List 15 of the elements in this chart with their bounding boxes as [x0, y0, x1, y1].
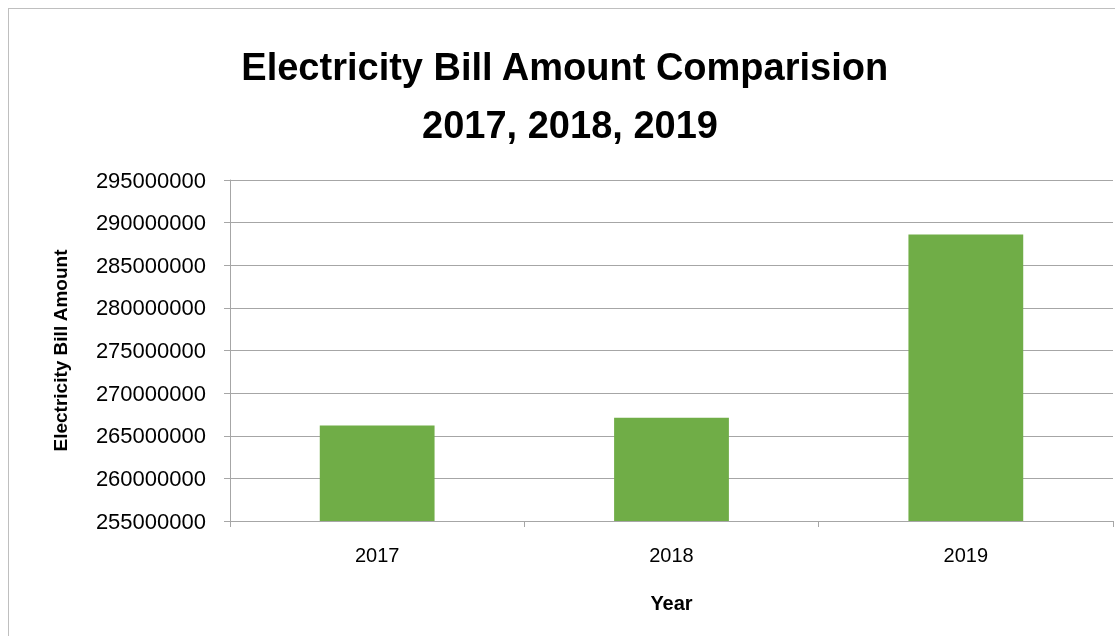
- y-axis-title: Electricity Bill Amount: [50, 248, 71, 452]
- y-tick-label: 280000000: [95, 295, 206, 321]
- chart-title: Electricity Bill Amount Comparision 2017, 2018, 2019: [241, 46, 899, 146]
- y-tick-label: 275000000: [95, 338, 206, 363]
- x-tick-label: 2017: [354, 544, 400, 566]
- y-tick-label: 290000000: [95, 210, 206, 236]
- x-tick-label: 2019: [943, 544, 989, 566]
- x-axis-title: Year: [650, 592, 693, 614]
- y-tick-label: 285000000: [95, 252, 206, 278]
- x-tick-label: 2018: [649, 544, 694, 566]
- y-tick-label: 270000000: [95, 380, 206, 406]
- y-tick-label: 255000000: [95, 508, 206, 534]
- y-tick-label: 295000000: [95, 167, 206, 193]
- y-tick-label: 265000000: [95, 423, 206, 449]
- y-tick-label: 260000000: [95, 465, 206, 491]
